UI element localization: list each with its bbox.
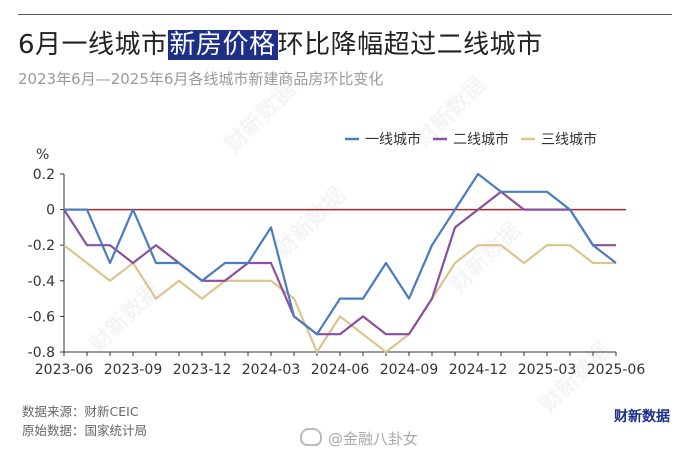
- y-tick-label: -0.2: [28, 238, 55, 254]
- brand-logo: 财新数据: [614, 409, 670, 425]
- source-note: 数据来源：财新CEIC: [22, 404, 139, 419]
- y-tick-label: 0.2: [33, 167, 55, 183]
- title-suffix: 环比降幅超过二线城市: [277, 30, 543, 60]
- y-tick-label: -0.8: [28, 345, 55, 361]
- legend-label: 三线城市: [541, 131, 597, 148]
- series-line-tier1: [64, 172, 617, 336]
- legend-label: 一线城市: [365, 131, 421, 148]
- y-tick-label: -0.4: [28, 274, 55, 290]
- x-tick-label: 2024-03: [242, 362, 301, 378]
- y-tick-label: 0: [46, 203, 55, 219]
- series-line-tier2: [63, 190, 616, 336]
- chart-subtitle: 2023年6月—2025年6月各线城市新建商品房环比变化: [18, 70, 384, 88]
- weibo-handle: @金融八卦女: [328, 430, 419, 448]
- x-tick-label: 2023-12: [173, 362, 232, 378]
- x-tick-label: 2025-03: [518, 362, 577, 378]
- legend-label: 二线城市: [453, 131, 509, 148]
- weibo-icon: [300, 428, 322, 446]
- x-tick-label: 2023-06: [35, 362, 94, 378]
- chart-title: 6月一线城市新房价格环比降幅超过二线城市: [18, 24, 543, 61]
- x-tick-label: 2024-09: [380, 362, 439, 378]
- x-tick-label: 2025-06: [587, 362, 646, 378]
- raw-data-note: 原始数据：国家统计局: [22, 423, 148, 438]
- y-tick-label: -0.6: [28, 309, 55, 325]
- title-highlight: 新房价格: [167, 30, 278, 60]
- y-axis-unit: %: [36, 147, 49, 163]
- x-tick-label: 2024-06: [311, 362, 370, 378]
- x-tick-label: 2024-12: [449, 362, 508, 378]
- title-prefix: 6月一线城市: [18, 30, 168, 60]
- series-line-tier3: [63, 244, 616, 354]
- weibo-watermark: @金融八卦女: [300, 428, 418, 449]
- top-rule: [18, 14, 672, 15]
- x-tick-label: 2023-09: [104, 362, 163, 378]
